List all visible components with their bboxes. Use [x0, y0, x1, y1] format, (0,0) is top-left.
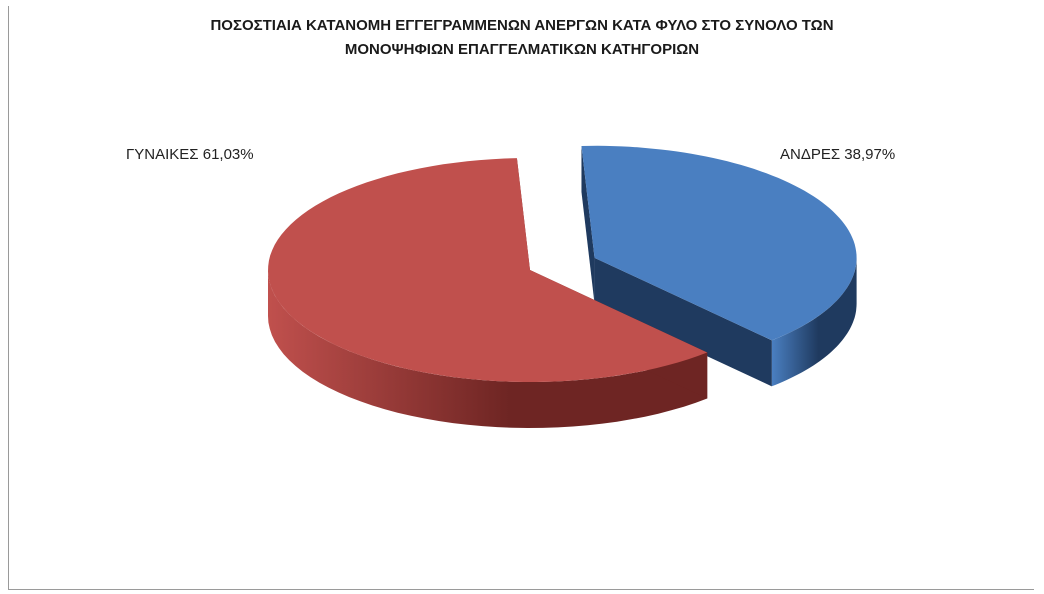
- slice-label-women: ΓΥΝΑΙΚΕΣ 61,03%: [126, 146, 254, 163]
- pie-slice-top-1: [268, 158, 708, 382]
- pie-slice-side-1: [268, 270, 708, 428]
- pie-slice-wall-0-1: [594, 257, 772, 387]
- pie-slice-1: [268, 158, 708, 428]
- chart-title-line-1: ΠΟΣΟΣΤΙΑΙΑ ΚΑΤΑΝΟΜΗ ΕΓΓΕΓΡΑΜΜΕΝΩΝ ΑΝΕΡΓΩ…: [210, 17, 834, 34]
- pie-slice-wall-0-0: [581, 145, 595, 304]
- slice-label-men: ΑΝΔΡΕΣ 38,97%: [780, 146, 896, 163]
- pie-slice-side-0: [771, 257, 857, 387]
- pie-slice-0: [581, 145, 857, 387]
- chart-title: ΠΟΣΟΣΤΙΑΙΑ ΚΑΤΑΝΟΜΗ ΕΓΓΕΓΡΑΜΜΕΝΩΝ ΑΝΕΡΓΩ…: [0, 14, 1044, 62]
- chart-title-line-2: ΜΟΝΟΨΗΦΙΩΝ ΕΠΑΓΓΕΛΜΑΤΙΚΩΝ ΚΑΤΗΓΟΡΙΩΝ: [344, 41, 700, 58]
- pie-slice-top-0: [581, 145, 857, 341]
